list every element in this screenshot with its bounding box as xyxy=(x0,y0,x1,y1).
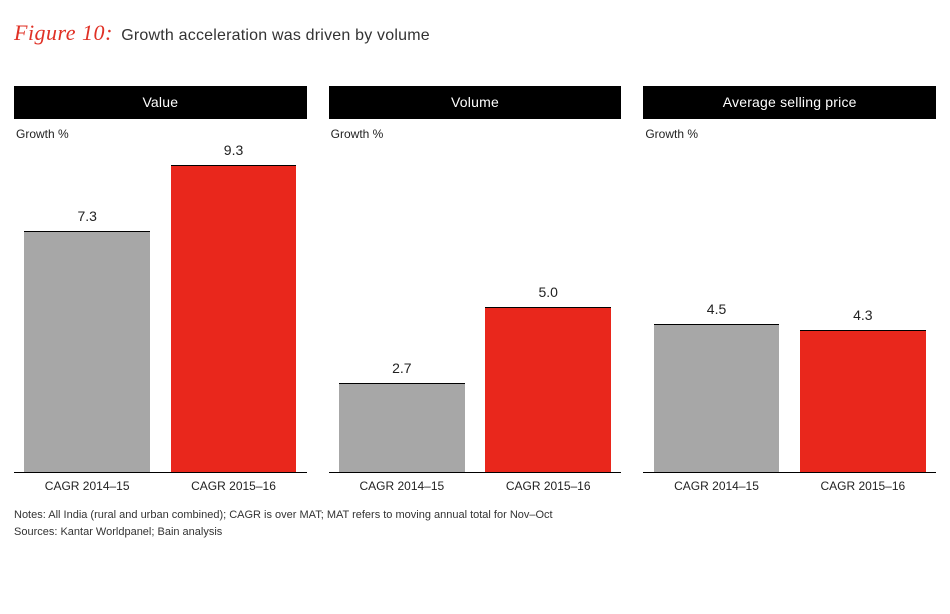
x-axis: CAGR 2014–15 CAGR 2015–16 xyxy=(643,479,936,493)
sources-text: Sources: Kantar Worldpanel; Bain analysi… xyxy=(14,524,936,541)
y-axis-label: Growth % xyxy=(331,127,622,141)
bar-curr: 5.0 xyxy=(485,307,611,472)
figure-root: Figure 10: Growth acceleration was drive… xyxy=(0,0,950,546)
panel-asp: Average selling price Growth % 4.5 4.3 C… xyxy=(643,86,936,493)
bar-curr: 9.3 xyxy=(171,165,297,472)
bar-prev: 2.7 xyxy=(339,383,465,472)
panel-header: Average selling price xyxy=(643,86,936,119)
bar-prev: 4.5 xyxy=(654,324,780,473)
bar-wrap: 4.5 xyxy=(643,143,789,472)
bar-wrap: 9.3 xyxy=(160,143,306,472)
bar-label: 4.3 xyxy=(800,307,926,323)
x-axis: CAGR 2014–15 CAGR 2015–16 xyxy=(329,479,622,493)
bar-prev: 7.3 xyxy=(24,231,150,472)
bar-label: 9.3 xyxy=(171,142,297,158)
x-label: CAGR 2015–16 xyxy=(160,479,306,493)
figure-label: Figure 10 xyxy=(14,20,105,45)
bar-wrap: 7.3 xyxy=(14,143,160,472)
bar-wrap: 2.7 xyxy=(329,143,475,472)
bar-label: 2.7 xyxy=(339,360,465,376)
bar-label: 5.0 xyxy=(485,284,611,300)
panel-volume: Volume Growth % 2.7 5.0 CAGR 2014–15 CAG… xyxy=(329,86,622,493)
panel-header: Volume xyxy=(329,86,622,119)
x-label: CAGR 2015–16 xyxy=(475,479,621,493)
y-axis-label: Growth % xyxy=(645,127,936,141)
x-axis: CAGR 2014–15 CAGR 2015–16 xyxy=(14,479,307,493)
notes-text: Notes: All India (rural and urban combin… xyxy=(14,507,936,524)
x-label: CAGR 2015–16 xyxy=(790,479,936,493)
x-label: CAGR 2014–15 xyxy=(14,479,160,493)
bar-plot: 2.7 5.0 xyxy=(329,143,622,473)
chart-panels: Value Growth % 7.3 9.3 CAGR 2014–15 CAGR… xyxy=(14,86,936,493)
figure-footer: Notes: All India (rural and urban combin… xyxy=(14,507,936,540)
figure-colon: : xyxy=(105,20,113,45)
figure-subtitle: Growth acceleration was driven by volume xyxy=(121,27,430,44)
bar-wrap: 5.0 xyxy=(475,143,621,472)
bar-curr: 4.3 xyxy=(800,330,926,472)
bar-plot: 7.3 9.3 xyxy=(14,143,307,473)
panel-value: Value Growth % 7.3 9.3 CAGR 2014–15 CAGR… xyxy=(14,86,307,493)
bar-label: 7.3 xyxy=(24,208,150,224)
bar-wrap: 4.3 xyxy=(790,143,936,472)
bar-label: 4.5 xyxy=(654,301,780,317)
figure-title: Figure 10: Growth acceleration was drive… xyxy=(14,20,936,46)
y-axis-label: Growth % xyxy=(16,127,307,141)
x-label: CAGR 2014–15 xyxy=(643,479,789,493)
x-label: CAGR 2014–15 xyxy=(329,479,475,493)
bar-plot: 4.5 4.3 xyxy=(643,143,936,473)
panel-header: Value xyxy=(14,86,307,119)
